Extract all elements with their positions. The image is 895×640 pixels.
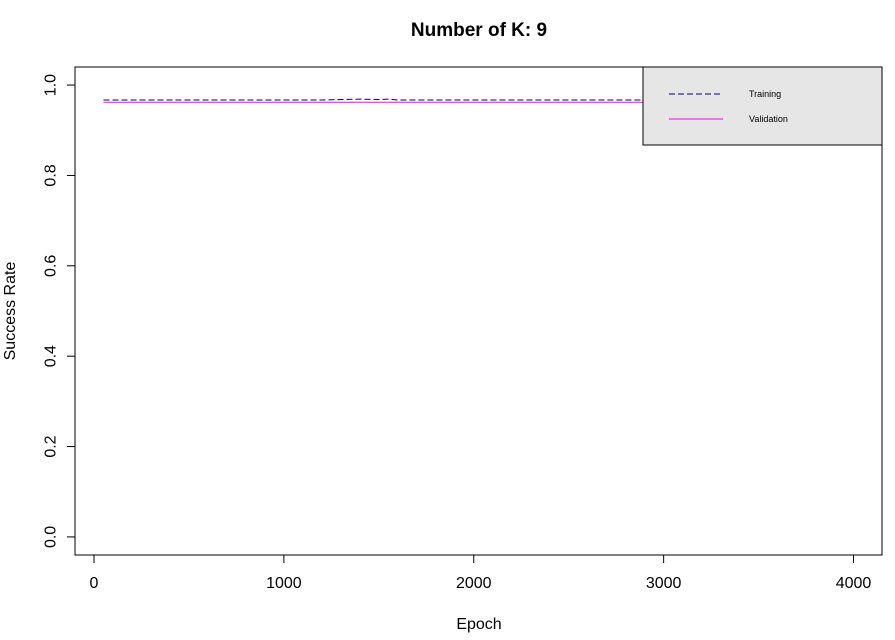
x-tick-label: 4000 <box>836 575 872 592</box>
x-tick-label: 1000 <box>266 575 302 592</box>
y-tick-label: 0.2 <box>43 435 60 457</box>
y-tick-label: 0.0 <box>43 526 60 548</box>
y-axis: 0.0 0.2 0.4 0.6 0.8 1.0 <box>43 74 76 548</box>
legend-label-validation: Validation <box>749 114 788 124</box>
x-axis-label: Epoch <box>456 616 501 633</box>
x-axis: 0 1000 2000 3000 4000 <box>90 554 872 592</box>
y-tick-label: 0.6 <box>43 255 60 277</box>
legend-label-training: Training <box>749 89 781 99</box>
x-tick-label: 3000 <box>646 575 682 592</box>
x-tick-label: 2000 <box>456 575 492 592</box>
y-tick-label: 0.8 <box>43 164 60 186</box>
legend: Training Validation <box>642 66 883 146</box>
y-tick-label: 1.0 <box>43 74 60 96</box>
y-tick-label: 0.4 <box>43 345 60 367</box>
legend-box <box>642 66 883 146</box>
chart-title: Number of K: 9 <box>411 20 547 41</box>
x-tick-label: 0 <box>90 575 99 592</box>
y-axis-label: Success Rate <box>2 262 19 361</box>
